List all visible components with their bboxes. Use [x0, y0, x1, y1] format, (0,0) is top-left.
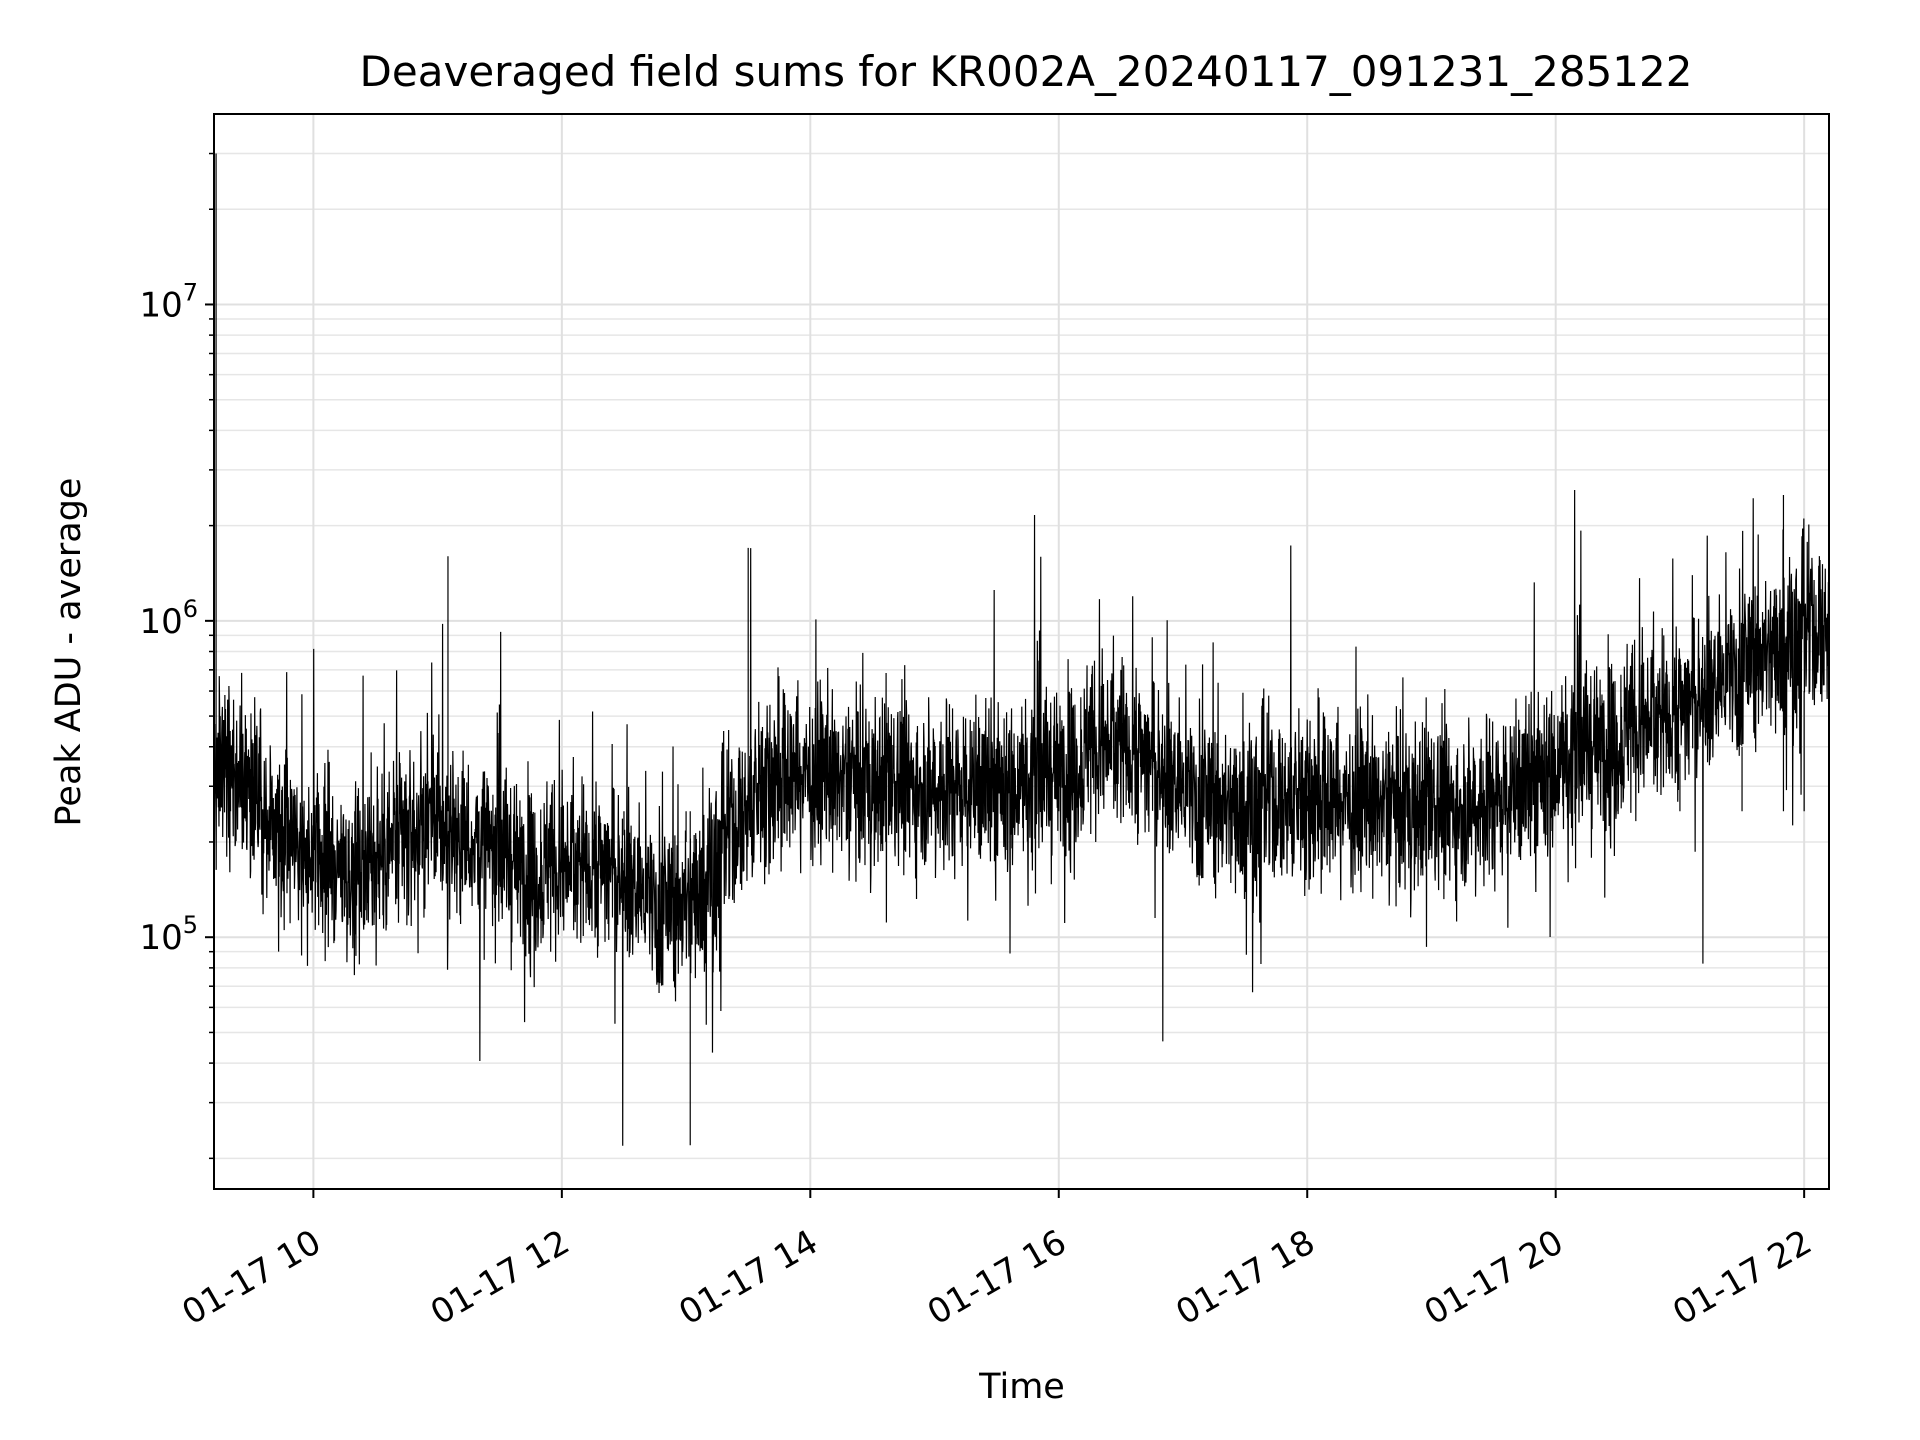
series-line: [214, 153, 1829, 1146]
x-axis-label: Time: [978, 1367, 1065, 1407]
y-axis-label: Peak ADU - average: [49, 478, 89, 827]
chart-title: Deaveraged field sums for KR002A_2024011…: [360, 47, 1693, 96]
y-tick-label: 106: [139, 595, 198, 642]
y-tick-label: 105: [139, 911, 198, 958]
y-tick-label: 107: [139, 278, 198, 325]
y-axis: 105 106 107: [139, 152, 214, 1160]
